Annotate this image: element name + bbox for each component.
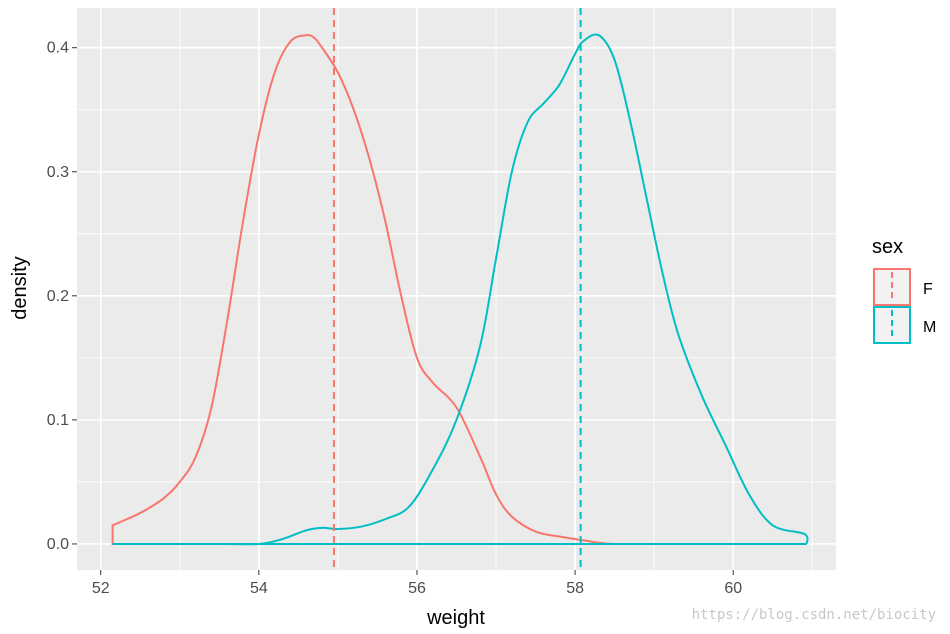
y-tick-label: 0.0 xyxy=(47,536,69,553)
x-axis-ticks: 52 54 56 58 60 xyxy=(92,570,742,597)
plot-panel xyxy=(77,8,836,570)
minor-grid xyxy=(77,8,836,570)
x-tick-label: 54 xyxy=(250,580,268,597)
x-tick-label: 56 xyxy=(408,580,426,597)
mean-lines xyxy=(332,8,582,570)
legend: sex F M xyxy=(872,236,936,344)
y-axis-ticks: 0.0 0.1 0.2 0.3 0.4 xyxy=(47,40,77,553)
legend-title: sex xyxy=(872,236,903,258)
density-curves xyxy=(111,33,809,546)
legend-label-M: M xyxy=(923,319,936,336)
y-tick-label: 0.4 xyxy=(47,40,69,57)
watermark: https://blog.csdn.net/biocity xyxy=(692,607,936,623)
density-curve-F xyxy=(111,34,655,546)
legend-key-F: F xyxy=(873,268,933,306)
x-tick-label: 60 xyxy=(724,580,742,597)
y-tick-label: 0.2 xyxy=(47,288,69,305)
y-axis-title: density xyxy=(9,256,31,319)
x-tick-label: 52 xyxy=(92,580,110,597)
major-grid xyxy=(77,8,836,570)
x-axis-title: weight xyxy=(426,607,485,629)
legend-label-F: F xyxy=(923,281,933,298)
legend-key-M: M xyxy=(873,306,936,344)
y-tick-label: 0.1 xyxy=(47,412,69,429)
y-tick-label: 0.3 xyxy=(47,164,69,181)
density-curve-M xyxy=(112,33,809,546)
x-tick-label: 58 xyxy=(566,580,584,597)
